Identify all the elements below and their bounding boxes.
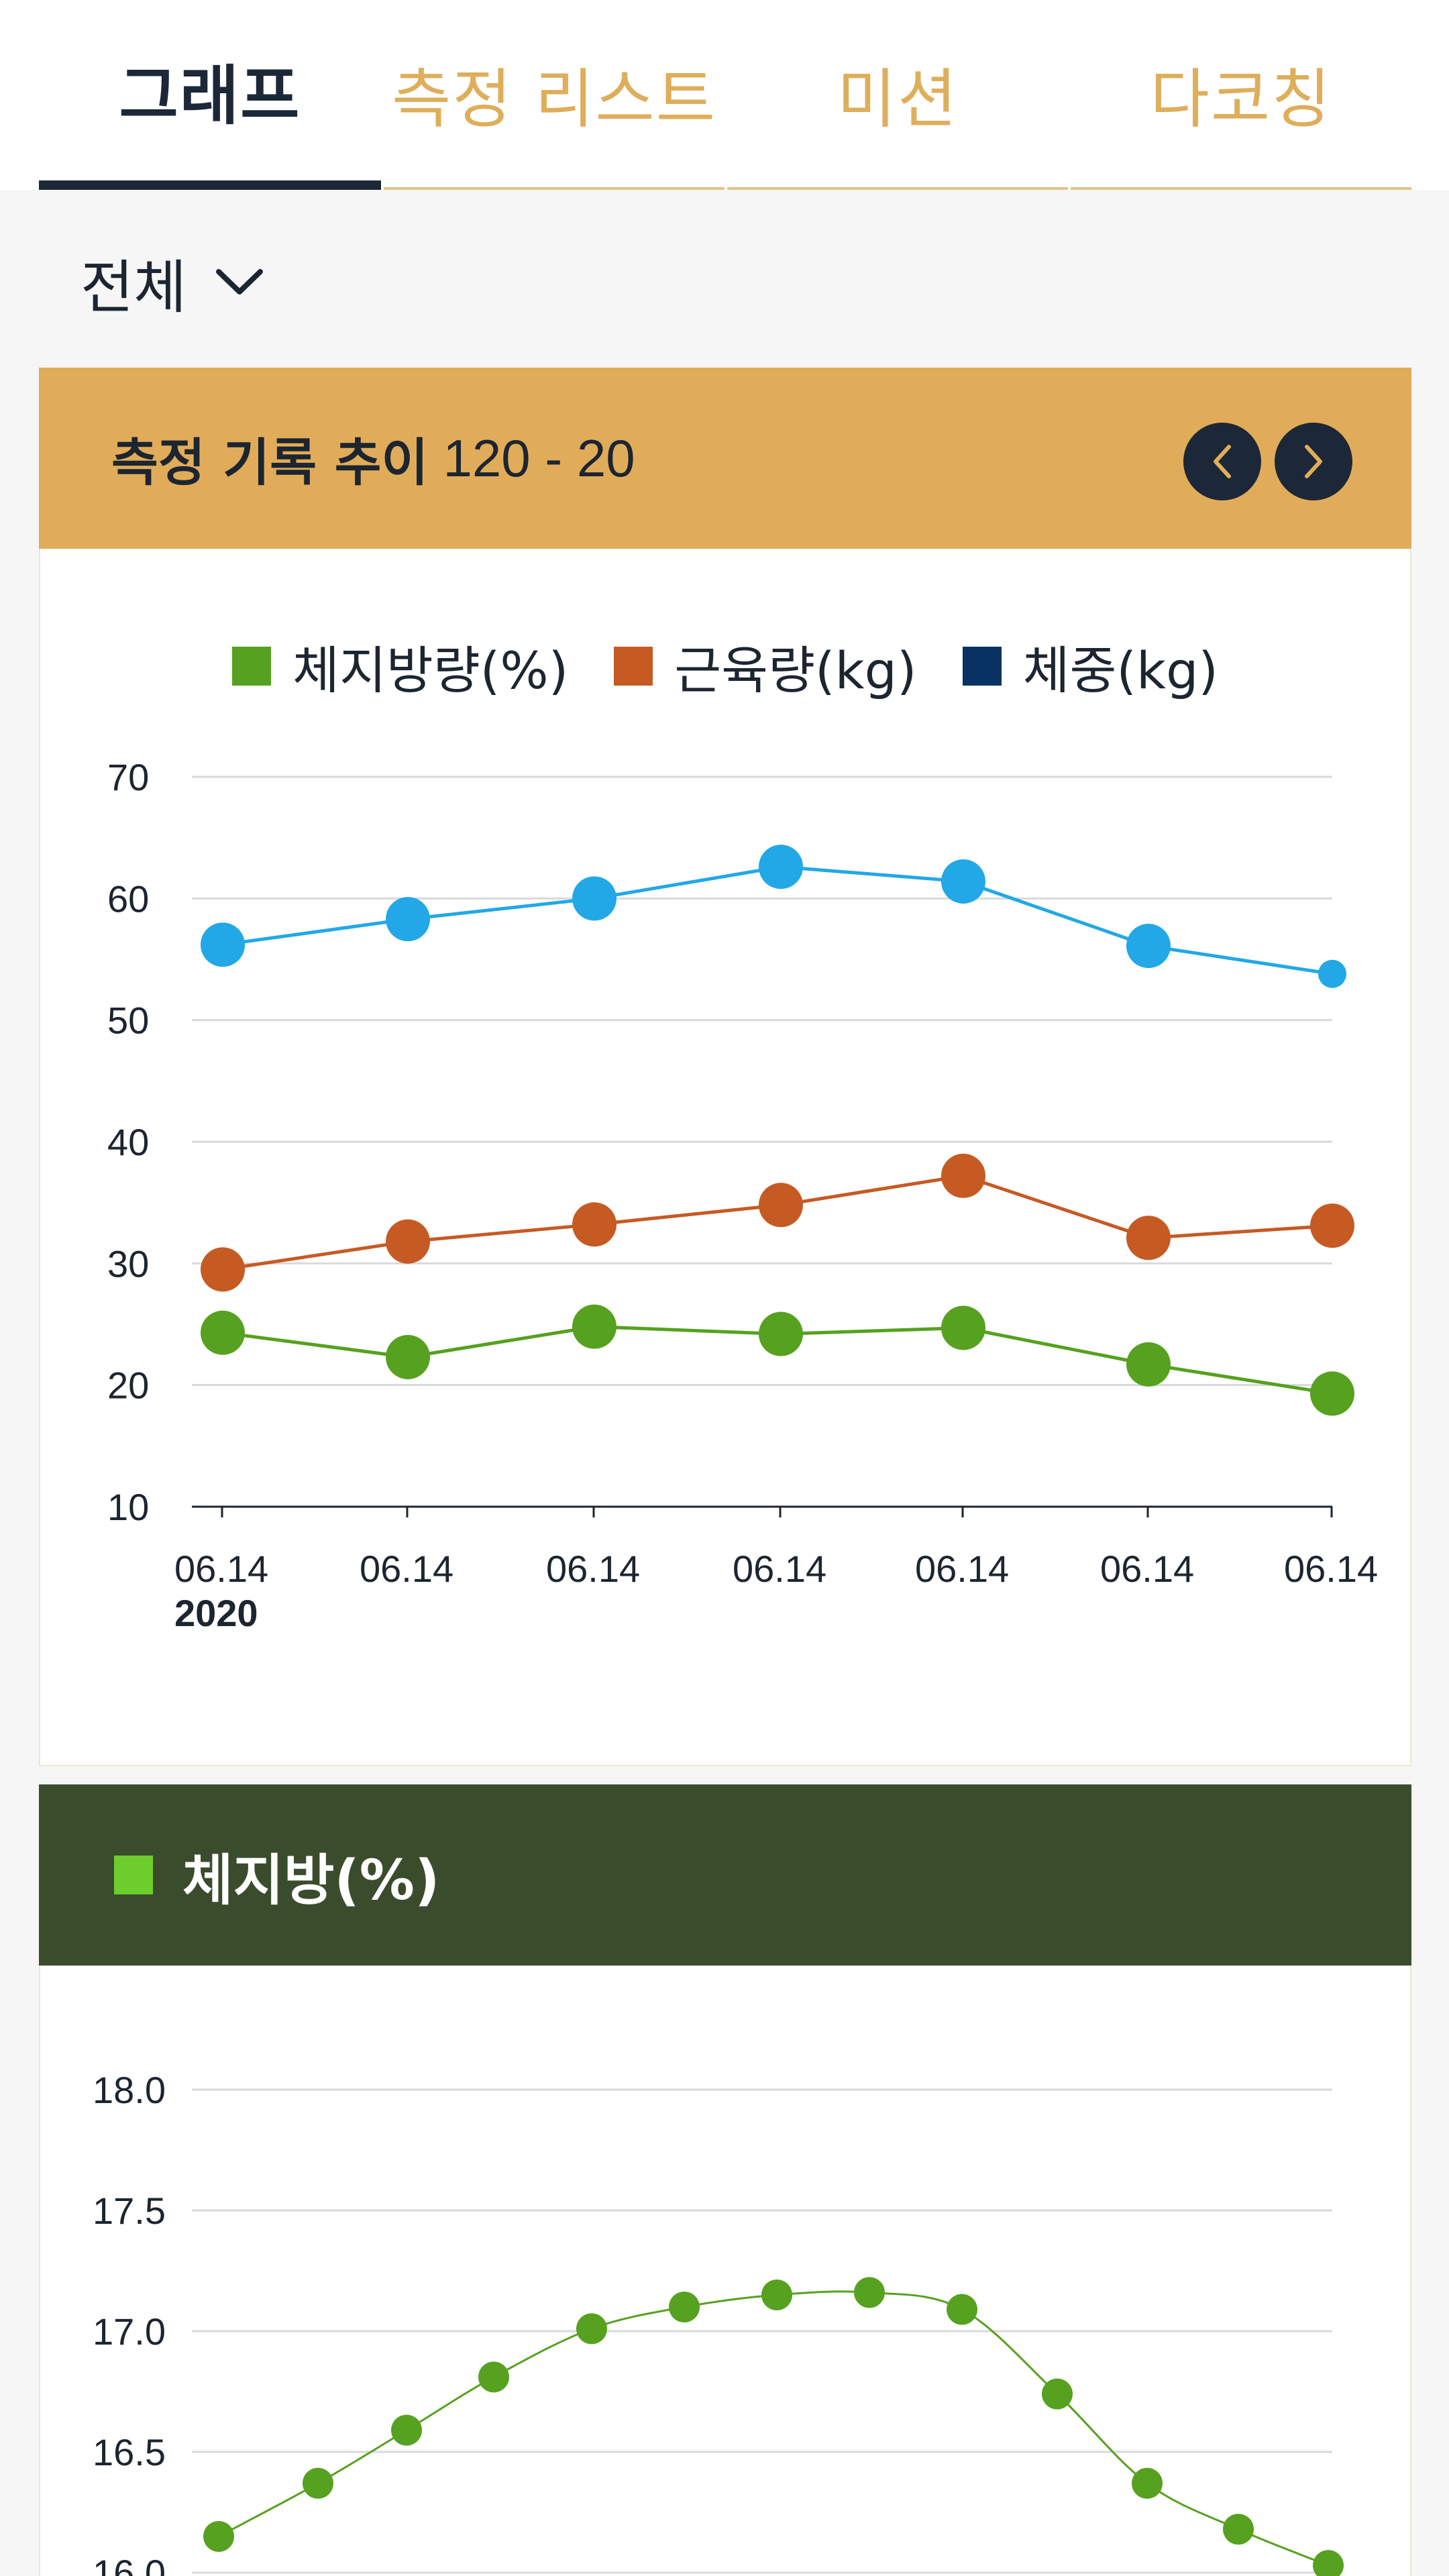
data-point bbox=[303, 2467, 333, 2499]
data-point bbox=[759, 1183, 803, 1228]
data-point bbox=[572, 1202, 616, 1247]
data-point bbox=[759, 845, 803, 890]
y-tick-label: 20 bbox=[107, 1364, 149, 1407]
tab-dacoaching[interactable]: 다코칭 bbox=[1071, 0, 1411, 190]
data-point bbox=[1132, 2467, 1163, 2499]
data-point bbox=[201, 1247, 245, 1292]
body-fat-card-body: 18.0 17.5 17.0 16.5 16.0 bbox=[39, 1966, 1411, 2576]
tab-bar: 그래프 측정 리스트 미션 다코칭 bbox=[0, 0, 1449, 190]
chart-legend: 체지방량(%) 근육량(kg) 체중(kg) bbox=[40, 629, 1410, 703]
prev-button[interactable] bbox=[1183, 423, 1261, 500]
data-point bbox=[572, 876, 616, 921]
y-tick-label: 18.0 bbox=[93, 2069, 166, 2111]
data-point bbox=[386, 897, 430, 942]
legend-item-weight[interactable]: 체중(kg) bbox=[962, 629, 1218, 703]
data-point bbox=[1126, 1342, 1171, 1387]
y-tick-label: 16.5 bbox=[93, 2431, 166, 2473]
x-tick-label: 06.14 bbox=[915, 1548, 1009, 1590]
legend-swatch bbox=[232, 647, 272, 686]
data-point bbox=[572, 1304, 616, 1349]
x-tick-label: 06.14 bbox=[1284, 1548, 1378, 1590]
chevron-right-icon bbox=[1305, 445, 1322, 478]
data-point bbox=[947, 2294, 977, 2325]
legend-swatch bbox=[962, 647, 1002, 686]
data-point bbox=[941, 1305, 985, 1350]
legend-label: 근육량(kg) bbox=[674, 641, 917, 700]
tab-graph[interactable]: 그래프 bbox=[39, 0, 381, 190]
tab-measurement-list[interactable]: 측정 리스트 bbox=[384, 0, 724, 190]
data-point bbox=[386, 1334, 430, 1379]
filter-dropdown[interactable]: 전체 bbox=[80, 238, 264, 325]
data-point bbox=[478, 2361, 509, 2393]
data-point bbox=[854, 2277, 885, 2308]
y-tick-label: 70 bbox=[107, 756, 149, 798]
data-point bbox=[386, 1219, 430, 1264]
y-tick-label: 17.0 bbox=[93, 2310, 166, 2353]
trend-card-range: 120 - 20 bbox=[443, 428, 635, 488]
trend-line-chart: 70 60 50 40 30 20 10 06.14 06.14 06.14 06.14 06.14 0… bbox=[107, 756, 1378, 1634]
data-point bbox=[941, 859, 985, 904]
data-point bbox=[761, 2279, 792, 2310]
y-tick-label: 60 bbox=[107, 877, 149, 920]
x-tick-label: 06.14 bbox=[360, 1548, 453, 1590]
chevron-down-icon bbox=[216, 269, 264, 294]
legend-swatch bbox=[614, 647, 653, 686]
next-button[interactable] bbox=[1275, 423, 1352, 500]
series-line bbox=[218, 2290, 1329, 2567]
tab-mission[interactable]: 미션 bbox=[727, 0, 1068, 190]
y-tick-label: 10 bbox=[107, 1486, 149, 1528]
y-tick-label: 17.5 bbox=[93, 2190, 166, 2232]
body-fat-line-chart: 18.0 17.5 17.0 16.5 16.0 bbox=[93, 2069, 1344, 2576]
data-point bbox=[1310, 1203, 1354, 1248]
y-tick-label: 16.0 bbox=[93, 2552, 166, 2576]
data-point bbox=[1126, 1216, 1171, 1260]
data-point bbox=[1042, 2378, 1073, 2410]
trend-card-body: 체지방량(%) 근육량(kg) 체중(kg) 70 60 50 40 30 20 10 06.… bbox=[39, 549, 1411, 1766]
x-year-label: 2020 bbox=[174, 1592, 258, 1634]
x-tick-label: 06.14 bbox=[174, 1548, 268, 1590]
y-tick-label: 50 bbox=[107, 1000, 149, 1042]
trend-card-title: 측정 기록 추이 bbox=[111, 433, 429, 492]
chevron-left-icon bbox=[1214, 445, 1231, 478]
data-point bbox=[201, 1310, 245, 1355]
x-tick-label: 06.14 bbox=[1100, 1548, 1194, 1590]
data-point bbox=[941, 1153, 985, 1198]
data-point bbox=[1313, 2550, 1344, 2576]
x-tick-label: 06.14 bbox=[733, 1548, 826, 1590]
data-point bbox=[669, 2292, 700, 2322]
body-fat-card-title: 체지방(%) bbox=[182, 1848, 440, 1913]
y-tick-label: 40 bbox=[107, 1121, 149, 1163]
legend-label: 체중(kg) bbox=[1022, 641, 1218, 700]
data-point bbox=[576, 2313, 607, 2345]
data-point bbox=[391, 2414, 422, 2446]
data-point bbox=[1310, 1371, 1354, 1416]
data-point bbox=[201, 922, 245, 967]
data-point bbox=[1318, 959, 1346, 988]
body-fat-swatch bbox=[114, 1856, 153, 1894]
legend-label: 체지방량(%) bbox=[292, 641, 569, 700]
data-point bbox=[203, 2521, 234, 2552]
data-point bbox=[759, 1311, 803, 1356]
legend-item-muscle[interactable]: 근육량(kg) bbox=[614, 629, 917, 703]
y-tick-label: 30 bbox=[107, 1242, 149, 1285]
filter-label: 전체 bbox=[80, 254, 187, 321]
body-fat-card-header: 체지방(%) bbox=[39, 1784, 1411, 1966]
data-point bbox=[1126, 924, 1171, 969]
data-point bbox=[1223, 2514, 1254, 2545]
trend-card-header: 측정 기록 추이 120 - 20 bbox=[39, 368, 1411, 549]
legend-item-body-fat[interactable]: 체지방량(%) bbox=[232, 629, 568, 703]
x-tick-label: 06.14 bbox=[546, 1548, 640, 1590]
